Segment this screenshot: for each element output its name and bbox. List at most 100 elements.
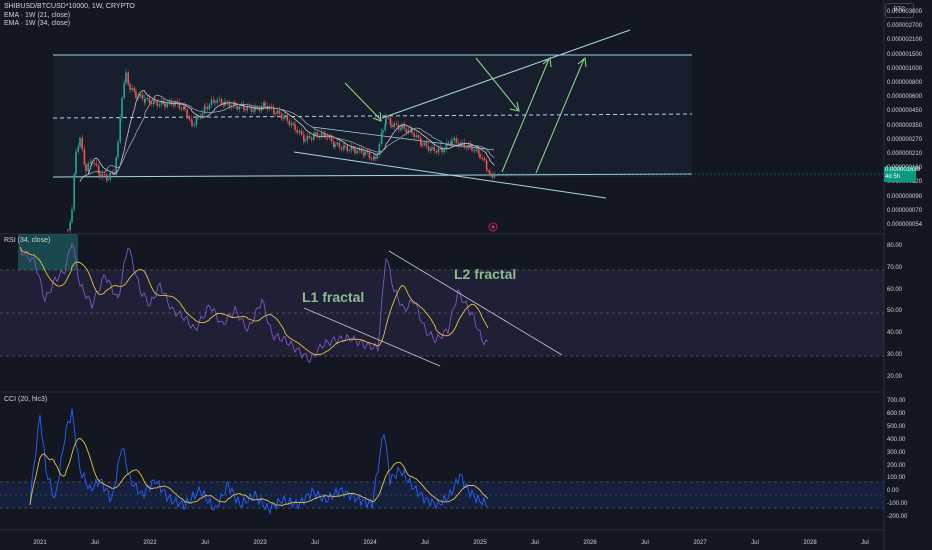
candle-body [274,113,276,115]
l2-trendline[interactable] [388,250,563,356]
candle-body [148,97,151,103]
candle-body [253,110,255,112]
rsi-legend[interactable]: RSI (34, close) [4,237,51,244]
candle-body [288,120,291,126]
candle-body [193,125,195,127]
candle-body [210,99,213,105]
current-price-tag: 0.000001639 4d 5h [884,167,920,182]
time-axis-tick: 2027 [693,540,707,546]
candle-body [407,129,410,133]
candle-body [97,165,100,174]
projection-arrows[interactable] [344,57,587,174]
time-axis-tick: 2021 [33,540,47,546]
candle-body [420,138,422,146]
candle-body [467,144,470,149]
candle-body [430,149,432,151]
time-axis-tick: 2024 [363,540,377,546]
price-axis-tick: 0.000000090 [887,193,923,200]
candle-body [411,128,413,134]
candle-body [455,138,458,143]
time-axis-tick: Jul [201,540,209,546]
candle-body [206,106,208,110]
candle-body [296,129,298,133]
candle-body [135,91,137,98]
candle-body [71,209,73,222]
candle-body [278,110,281,114]
candle-body [443,149,445,153]
candle-body [244,109,246,111]
candle-body [173,104,175,106]
candle-body [223,104,225,106]
candle-body [129,84,131,90]
cci-axis-tick: 500.00 [887,423,906,430]
candle-body [87,163,89,172]
candle-body [166,103,168,107]
candle-body [457,142,460,147]
candle-body [270,106,273,108]
rsi-line [19,242,489,364]
candle-body [109,173,111,180]
candle-body [343,145,345,150]
candle-body [121,97,123,119]
candle-body [333,141,335,147]
ema-34-legend[interactable]: EMA · 1W (34, close) [4,20,71,27]
cci-legend[interactable]: CCI (20, hlc3) [4,396,48,403]
candle-body [150,102,153,105]
candle-body [389,117,392,125]
candle-body [127,72,129,85]
price-axis-tick: 0.000000270 [887,136,923,143]
l1-trendline[interactable] [303,307,441,367]
candle-body [368,152,371,159]
rising-trendline[interactable] [381,29,631,119]
candle-body [346,145,348,151]
candle-body [374,156,376,159]
candle-body [284,115,286,118]
candle-body [183,106,185,110]
candle-body [298,130,301,133]
candle-body [303,134,305,142]
candle-body [410,128,412,130]
candle-body [421,145,423,147]
time-axis-tick: Jul [531,540,539,546]
l2-fractal-label: L2 fractal [454,266,517,282]
candle-body [208,104,211,110]
candle-body [403,125,405,129]
event-marker-icon[interactable] [488,222,498,232]
falling-wedge-line[interactable] [293,151,607,199]
candle-body [178,102,181,109]
candle-body [158,104,161,106]
candle-body [238,106,241,110]
candle-body [204,105,206,107]
symbol-title[interactable]: SHIBUSD/BTCUSD*10000, 1W, CRYPTO [4,3,135,10]
candle-body [141,94,144,99]
candle-body [463,142,465,148]
candle-body [378,143,381,155]
candle-body [117,142,119,158]
candle-body [437,148,440,153]
candle-body [258,108,261,111]
candle-body [191,121,193,126]
candle-body [81,137,83,150]
price-axis-tick: 0.000000800 [887,80,923,86]
candle-body [417,135,420,139]
candle-body [218,99,221,101]
rsi-axis-tick: 70.00 [887,264,903,271]
cci-axis-tick: 300.00 [887,449,906,456]
ema-21-legend[interactable]: EMA · 1W (21, close) [4,12,71,19]
time-axis-tick: Jul [751,540,759,546]
candle-body [486,168,488,171]
rsi-axis-tick: 40.00 [887,330,903,337]
candle-body [190,119,193,122]
candle-body [293,123,295,125]
candle-body [488,170,490,173]
candle-body [73,174,75,210]
candle-body [376,154,378,159]
candle-body [290,123,293,126]
price-axis-tick: 0.000000054 [887,222,923,228]
currency-button[interactable]: BTC [885,3,914,18]
cci-axis-tick: 0.00 [887,488,899,495]
candle-body [188,117,191,120]
candle-body [131,88,133,90]
channel-rectangle[interactable] [52,54,693,178]
